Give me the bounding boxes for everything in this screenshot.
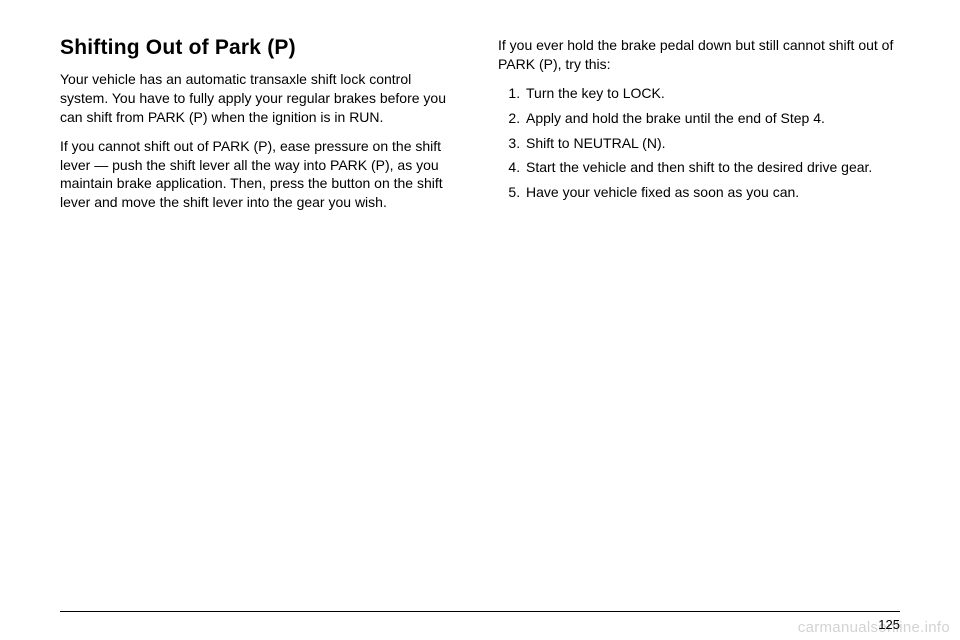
paragraph: Your vehicle has an automatic transaxle … [60, 70, 462, 127]
list-item: Start the vehicle and then shift to the … [524, 158, 900, 177]
section-heading: Shifting Out of Park (P) [60, 36, 462, 60]
list-item: Turn the key to LOCK. [524, 84, 900, 103]
footer-rule [60, 611, 900, 612]
right-column: If you ever hold the brake pedal down bu… [498, 36, 900, 222]
list-item: Apply and hold the brake until the end o… [524, 109, 900, 128]
paragraph: If you cannot shift out of PARK (P), eas… [60, 137, 462, 213]
left-column: Shifting Out of Park (P) Your vehicle ha… [60, 36, 462, 222]
intro-paragraph: If you ever hold the brake pedal down bu… [498, 36, 900, 74]
page-content: Shifting Out of Park (P) Your vehicle ha… [0, 0, 960, 222]
watermark-text: carmanualsonline.info [798, 619, 950, 636]
list-item: Shift to NEUTRAL (N). [524, 134, 900, 153]
steps-list: Turn the key to LOCK. Apply and hold the… [498, 84, 900, 202]
list-item: Have your vehicle fixed as soon as you c… [524, 183, 900, 202]
